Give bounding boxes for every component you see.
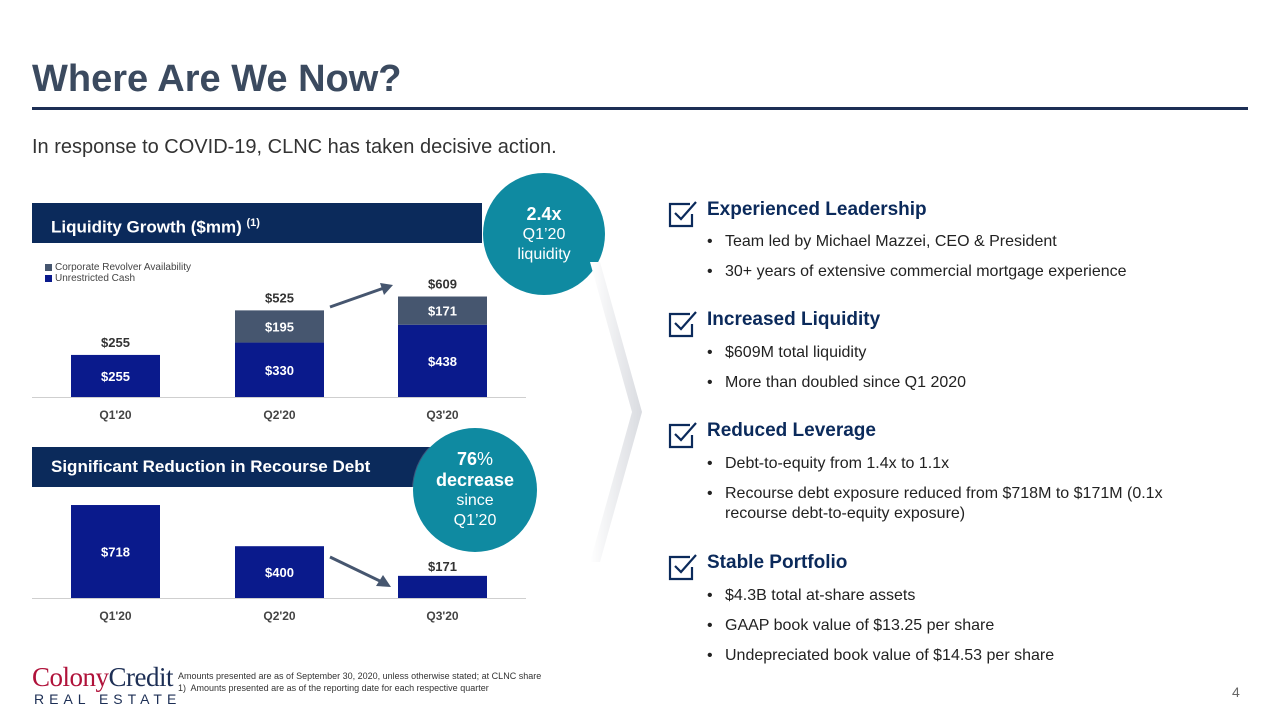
debt-bubble-suffix: % — [477, 449, 494, 469]
bar-revolver — [235, 310, 324, 343]
company-logo: ColonyCredit — [32, 662, 174, 693]
checkbox-icon — [668, 554, 697, 581]
footnote-general: Amounts presented are as of September 30… — [178, 671, 542, 681]
bar-label-cash: $438 — [428, 354, 457, 369]
debt-bubble-percent: 76% — [457, 449, 493, 470]
liquidity-chart: $255 $255 Q1'20 $330 $195 $525 Q2'20 $438 $171 $6… — [32, 277, 526, 422]
page-number: 4 — [1232, 684, 1240, 700]
section-list: $609M total liquidity More than doubled … — [707, 343, 966, 403]
debt-bubble-line3: Q1’20 — [453, 512, 497, 529]
legend-label-cash: Unrestricted Cash — [55, 273, 136, 284]
checkbox-icon — [668, 422, 697, 449]
legend-item-revolver: Corporate Revolver Availability — [45, 262, 191, 273]
checkbox-icon — [668, 201, 697, 228]
bar-value-label: $171 — [428, 559, 457, 574]
list-item: $4.3B total at-share assets — [707, 586, 1054, 606]
list-item: GAAP book value of $13.25 per share — [707, 616, 1054, 636]
footnote-1-text: Amounts presented are as of the reportin… — [190, 683, 489, 693]
list-item: Debt-to-equity from 1.4x to 1.1x — [707, 454, 1177, 474]
liquidity-panel-header: Liquidity Growth ($mm) (1) — [32, 203, 482, 243]
bar-label-cash: $330 — [265, 363, 294, 378]
page-title: Where Are We Now? — [32, 58, 402, 100]
debt-panel-title: Significant Reduction in Recourse Debt — [51, 457, 371, 476]
footnote-1-number: 1) — [178, 683, 187, 693]
bar-total-label: $609 — [428, 277, 457, 292]
trend-arrow-shaft — [329, 555, 383, 584]
section-heading: Experienced Leadership — [707, 199, 927, 220]
liquidity-legend: Corporate Revolver Availability Unrestri… — [45, 262, 191, 284]
bar-recourse-debt — [398, 575, 487, 598]
section-heading: Increased Liquidity — [707, 309, 881, 330]
chevron-shape — [590, 262, 642, 562]
chevron-divider — [590, 262, 642, 562]
legend-swatch-cash — [45, 274, 52, 282]
section-list: Team led by Michael Mazzei, CEO & Presid… — [707, 232, 1127, 292]
bar-unrestricted-cash — [71, 354, 160, 397]
debt-panel-header: Significant Reduction in Recourse Debt — [32, 447, 482, 487]
debt-bubble-line2: since — [456, 492, 494, 509]
bar-value-label: $718 — [101, 545, 130, 560]
section-heading: Stable Portfolio — [707, 552, 848, 573]
liquidity-panel-title: Liquidity Growth ($mm) — [51, 217, 242, 237]
liquidity-panel-footnote-ref: (1) — [246, 217, 260, 229]
section-list: $4.3B total at-share assets GAAP book va… — [707, 586, 1054, 676]
list-item: Team led by Michael Mazzei, CEO & Presid… — [707, 232, 1127, 252]
trend-arrow-shaft — [329, 286, 385, 309]
footnotes: Amounts presented are as of September 30… — [178, 670, 541, 694]
bar-label-revolver: $171 — [428, 304, 457, 319]
debt-chart: $718 Q1'20 $400 Q2'20 $171 Q3'20 — [32, 505, 526, 623]
bar-recourse-debt — [235, 546, 324, 598]
section-list: Debt-to-equity from 1.4x to 1.1x Recours… — [707, 454, 1177, 534]
bar-total-label: $525 — [265, 290, 294, 305]
logo-word-credit: Credit — [108, 662, 174, 692]
liquidity-bubble-multiple: 2.4x — [526, 203, 562, 224]
trend-arrow-head — [376, 575, 391, 587]
section-heading: Reduced Leverage — [707, 420, 876, 441]
x-tick-label: Q1'20 — [99, 609, 132, 623]
liquidity-bubble-line2: liquidity — [517, 245, 571, 263]
x-tick-label: Q3'20 — [426, 408, 459, 422]
legend-item-cash: Unrestricted Cash — [45, 273, 191, 284]
legend-swatch-revolver — [45, 263, 52, 271]
bar-value-label: $400 — [265, 565, 294, 580]
logo-word-colony: Colony — [32, 662, 109, 692]
bar-unrestricted-cash — [235, 342, 324, 397]
page-subtitle: In response to COVID-19, CLNC has taken … — [32, 136, 557, 158]
legend-label-revolver: Corporate Revolver Availability — [55, 262, 191, 273]
checkbox-icon — [668, 311, 697, 338]
trend-arrow-head — [380, 283, 393, 295]
bar-unrestricted-cash — [398, 324, 487, 397]
x-tick-label: Q1'20 — [99, 408, 132, 422]
logo-tagline: REAL ESTATE — [34, 691, 182, 707]
x-tick-label: Q2'20 — [263, 408, 296, 422]
bar-revolver — [398, 296, 487, 325]
footnote-1: 1) Amounts presented are as of the repor… — [178, 682, 541, 694]
debt-bubble-value: 76 — [456, 449, 477, 469]
debt-bubble-line1: decrease — [435, 470, 515, 490]
liquidity-bubble: 2.4x Q1’20 liquidity — [483, 173, 605, 295]
bar-total-label: $255 — [101, 335, 130, 350]
list-item: Undepreciated book value of $14.53 per s… — [707, 646, 1054, 666]
list-item: 30+ years of extensive commercial mortga… — [707, 262, 1127, 282]
x-tick-label: Q3'20 — [426, 609, 459, 623]
liquidity-bubble-line1: Q1’20 — [522, 225, 566, 243]
bar-label-cash: $255 — [101, 369, 130, 384]
bar-recourse-debt — [71, 505, 160, 598]
list-item: More than doubled since Q1 2020 — [707, 373, 966, 393]
title-divider — [32, 107, 1248, 110]
x-tick-label: Q2'20 — [263, 609, 296, 623]
list-item: Recourse debt exposure reduced from $718… — [707, 484, 1177, 524]
debt-bubble: 76% decrease since Q1’20 — [413, 428, 537, 552]
bar-label-revolver: $195 — [265, 319, 294, 334]
list-item: $609M total liquidity — [707, 343, 966, 363]
